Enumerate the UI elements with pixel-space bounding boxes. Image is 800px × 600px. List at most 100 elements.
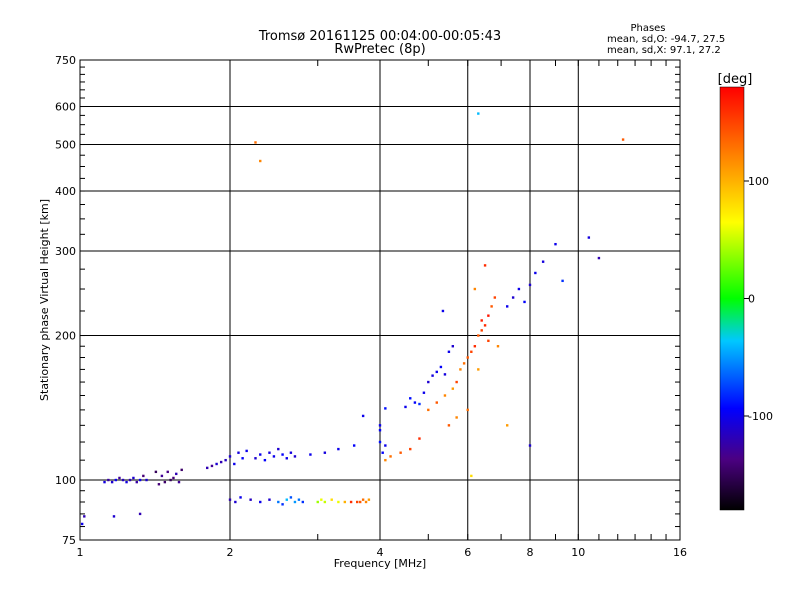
data-point-o [268, 451, 271, 454]
data-point-x [289, 496, 293, 499]
data-point-o [118, 476, 121, 480]
data-point-o [157, 483, 161, 486]
y-tick-label: 400 [55, 185, 76, 198]
data-point-x [228, 498, 232, 501]
data-point-x [285, 498, 288, 501]
data-point-o [142, 474, 145, 478]
data-point-o [121, 478, 125, 482]
data-point-o [477, 112, 480, 115]
data-point-x [490, 305, 493, 308]
data-point-o [435, 370, 438, 374]
data-point-x [473, 287, 477, 291]
data-point-o [277, 447, 280, 451]
data-point-o [215, 462, 218, 466]
data-point-o [541, 260, 545, 263]
data-point-o [409, 397, 412, 400]
x-tick-label: 6 [464, 546, 471, 559]
colorbar-ticks: 100 0 -100 [744, 175, 773, 423]
data-point-x [621, 138, 625, 141]
y-tick-label: 750 [55, 54, 76, 67]
data-point-o [138, 512, 142, 516]
data-point-o [447, 350, 451, 353]
data-point-x [443, 394, 447, 397]
data-point-o [166, 470, 169, 474]
colorbar [719, 86, 745, 511]
data-point-x [477, 334, 480, 337]
data-point-x [455, 380, 458, 384]
data-point-x [409, 447, 412, 451]
data-point-o [107, 478, 110, 482]
data-point-o [404, 405, 407, 409]
data-point-x [483, 324, 487, 327]
data-point-o [337, 447, 340, 451]
data-point-o [175, 472, 178, 476]
data-point-o [172, 476, 175, 480]
data-point-o [169, 478, 172, 482]
data-point-x [435, 401, 438, 404]
data-point-x [259, 500, 262, 504]
y-tick-label: 600 [55, 101, 76, 114]
data-point-x [337, 500, 340, 504]
data-point-x [281, 503, 284, 506]
data-point-o [245, 449, 248, 453]
y-tick-label: 100 [55, 474, 76, 487]
data-point-x [459, 368, 462, 371]
data-point-x [455, 416, 458, 419]
data-point-o [431, 374, 434, 377]
data-point-x [473, 345, 477, 348]
data-point-o [163, 480, 167, 484]
data-point-x [483, 264, 487, 267]
data-point-o [323, 451, 327, 454]
data-point-x [487, 339, 490, 343]
data-point-x [418, 437, 421, 440]
data-point-o [210, 464, 214, 468]
data-point-o [451, 345, 455, 348]
data-point-o [309, 453, 312, 456]
data-point-o [80, 522, 84, 526]
data-point-x [355, 500, 359, 504]
data-point-o [561, 279, 564, 283]
data-point-x [254, 141, 257, 144]
data-point-x [367, 498, 371, 501]
data-point-o [205, 466, 209, 470]
data-point-x [493, 296, 497, 299]
data-point-o [135, 480, 138, 484]
data-point-o [224, 458, 227, 462]
data-point-x [364, 500, 368, 504]
data-point-o [263, 458, 267, 462]
data-point-o [281, 453, 284, 456]
data-point-o [441, 309, 445, 313]
data-point-x [316, 500, 319, 504]
y-axis-label: Stationary phase Virtual Height [km] [38, 199, 51, 401]
data-point-x [259, 159, 262, 163]
data-point-o [125, 480, 128, 484]
data-point-o [293, 455, 297, 458]
legend-line-o: mean, sd,O: -94.7, 27.5 [607, 34, 725, 45]
data-point-o [505, 305, 509, 308]
data-point-o [145, 478, 148, 482]
data-point-x [505, 424, 509, 427]
data-point-o [180, 468, 183, 472]
data-point-x [496, 345, 500, 348]
data-point-x [462, 362, 466, 365]
data-point-o [154, 470, 158, 474]
data-point-o [418, 402, 421, 406]
data-point-x [330, 498, 333, 501]
data-point-o [378, 424, 382, 427]
chart-title: Tromsø 20161125 00:04:00-00:05:43 [258, 29, 501, 44]
data-point-x [358, 500, 362, 504]
data-point-o [83, 515, 86, 518]
data-point-o [289, 451, 293, 454]
data-point-x [427, 408, 430, 412]
data-point-x [320, 498, 323, 501]
data-point-x [343, 500, 347, 504]
x-axis: 1 2 4 6 8 10 16 [77, 60, 687, 559]
data-point-o [381, 451, 384, 454]
data-point-o [587, 236, 591, 239]
data-point-x [451, 387, 455, 390]
x-tick-label: 10 [571, 546, 585, 559]
data-point-o [517, 287, 521, 291]
data-point-o [534, 271, 537, 275]
data-point-x [470, 474, 473, 478]
